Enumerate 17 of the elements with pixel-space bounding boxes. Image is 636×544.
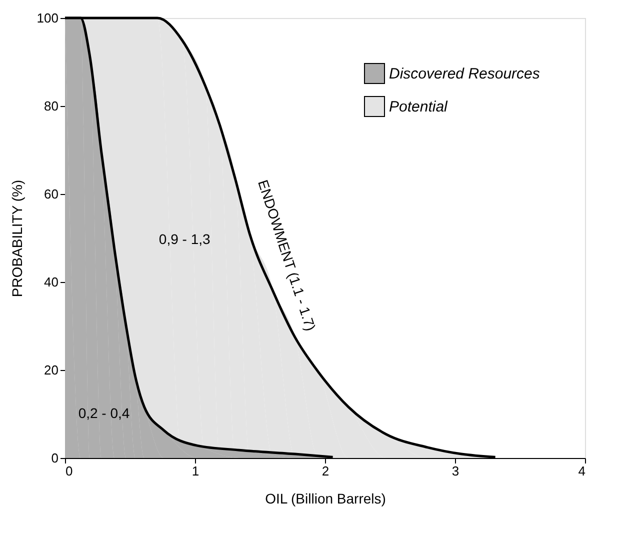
x-tick-label: 1 [192,464,200,478]
annotation: 0,9 - 1,3 [158,231,210,248]
x-tick-label: 3 [452,464,460,478]
x-tick-label: 2 [322,464,330,478]
y-tick-label: 60 [44,186,58,202]
annotation: 0,2 - 0,4 [78,405,130,421]
legend-label: Potential [389,98,448,116]
legend-label: Discovered Resources [389,66,540,82]
x-tick-label: 0 [66,464,73,478]
y-tick-label: 100 [36,10,58,26]
y-tick-label: 40 [44,274,58,290]
y-tick-label: 80 [44,98,58,114]
y-tick-label: 20 [44,362,58,378]
y-axis-title: PROBABILITY (%) [8,180,25,298]
x-axis-title: OIL (Billion Barrels) [265,490,386,506]
y-tick-label: 0 [51,450,58,466]
x-tick-label: 4 [578,464,586,478]
